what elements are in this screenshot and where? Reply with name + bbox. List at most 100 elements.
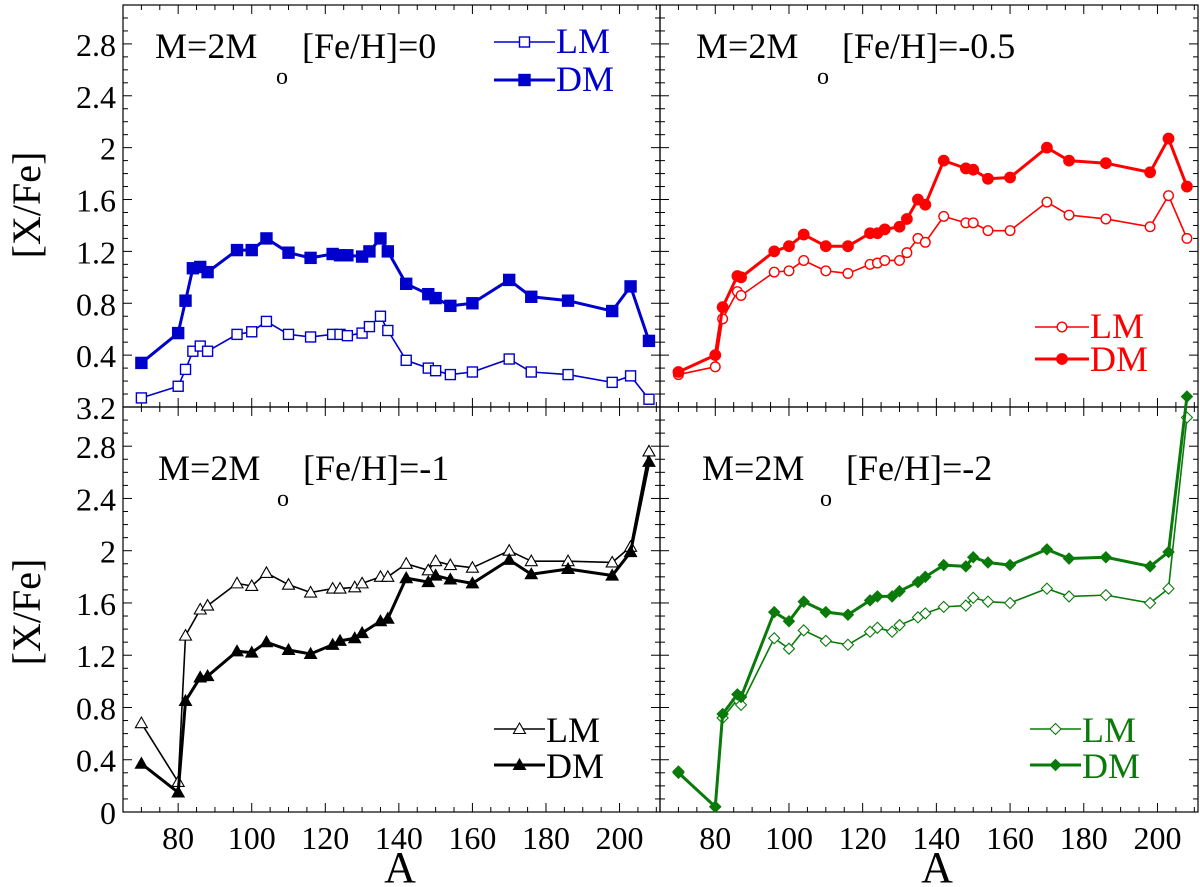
data-point bbox=[672, 366, 685, 378]
data-point bbox=[842, 240, 854, 253]
y-tick-label: 1.2 bbox=[76, 638, 116, 674]
data-point bbox=[201, 265, 214, 279]
data-point bbox=[885, 625, 899, 638]
data-point bbox=[363, 320, 376, 333]
data-point bbox=[171, 326, 185, 340]
data-point bbox=[967, 163, 980, 176]
y-tick-label: 2.8 bbox=[76, 27, 116, 63]
data-point bbox=[355, 625, 370, 639]
legend-label-dm-tr: DM bbox=[1090, 339, 1148, 379]
data-point bbox=[244, 578, 259, 592]
data-point bbox=[260, 315, 273, 328]
data-point bbox=[443, 572, 458, 585]
data-point bbox=[820, 265, 832, 277]
data-point bbox=[878, 223, 891, 236]
x-tick-label: 180 bbox=[1060, 820, 1108, 856]
data-point bbox=[900, 213, 913, 225]
data-point bbox=[562, 368, 574, 381]
data-point bbox=[244, 645, 259, 658]
data-point bbox=[893, 618, 906, 632]
y-axis-label-bottom: [X/Fe] bbox=[4, 559, 49, 666]
panel-title-br: M=2M bbox=[702, 448, 804, 488]
y-tick-label: 2.8 bbox=[76, 429, 116, 465]
data-point bbox=[561, 561, 575, 575]
data-point bbox=[400, 354, 412, 367]
data-point bbox=[937, 558, 951, 572]
panel-metallicity-bl: [Fe/H]=-1 bbox=[303, 448, 449, 488]
data-point bbox=[768, 266, 780, 278]
data-point bbox=[356, 327, 368, 339]
data-point bbox=[919, 607, 932, 620]
panel-title-bl: M=2M bbox=[158, 448, 260, 488]
data-point bbox=[1003, 558, 1017, 572]
series-lm-tr bbox=[672, 190, 1193, 381]
data-point bbox=[282, 246, 295, 259]
data-point bbox=[819, 605, 833, 619]
data-point bbox=[1099, 550, 1113, 564]
data-point bbox=[605, 568, 620, 581]
data-point bbox=[374, 310, 387, 322]
x-tick-label: 80 bbox=[162, 820, 194, 856]
data-point bbox=[911, 575, 925, 589]
data-point bbox=[179, 363, 192, 376]
y-tick-label: 1.6 bbox=[76, 183, 116, 219]
data-point bbox=[885, 590, 899, 603]
y-tick-label: 2.4 bbox=[76, 79, 116, 115]
data-point bbox=[937, 154, 950, 167]
data-point bbox=[893, 220, 906, 233]
data-point bbox=[134, 756, 149, 769]
x-tick-label: 160 bbox=[986, 820, 1034, 856]
legend-marker-lm bbox=[518, 36, 531, 48]
data-point bbox=[894, 254, 906, 266]
x-tick-label: 100 bbox=[228, 820, 276, 856]
data-point bbox=[178, 693, 193, 707]
data-point bbox=[466, 366, 479, 378]
data-point bbox=[230, 243, 244, 257]
data-point bbox=[981, 595, 995, 608]
data-point bbox=[901, 247, 913, 259]
data-point bbox=[400, 277, 413, 291]
data-point bbox=[783, 240, 795, 253]
y-tick-label: 0.4 bbox=[76, 743, 116, 779]
data-point bbox=[502, 552, 517, 565]
data-point bbox=[919, 570, 932, 584]
x-tick-label: 180 bbox=[522, 820, 570, 856]
data-point bbox=[842, 267, 854, 279]
data-point bbox=[399, 556, 414, 569]
data-point bbox=[246, 326, 258, 338]
data-point bbox=[783, 265, 795, 277]
panel-title-tr: M=2M bbox=[696, 26, 798, 66]
data-point bbox=[797, 228, 810, 241]
data-point bbox=[819, 240, 832, 253]
data-point bbox=[382, 324, 394, 337]
data-point bbox=[1040, 582, 1054, 595]
legend-marker-dm bbox=[1049, 758, 1062, 772]
legend-label-lm-tr: LM bbox=[1090, 306, 1144, 346]
data-point bbox=[1004, 225, 1016, 237]
y-tick-label: 3.2 bbox=[76, 390, 116, 426]
legend-marker-lm bbox=[512, 721, 527, 735]
plot-frame-br bbox=[659, 406, 1199, 813]
data-point bbox=[231, 328, 243, 341]
data-point bbox=[429, 291, 442, 305]
data-point bbox=[819, 634, 833, 648]
panel-top-right: M=2M o [Fe/H]=-0.5 LM DM bbox=[696, 26, 1148, 379]
data-point bbox=[966, 550, 980, 564]
data-point bbox=[1180, 390, 1194, 403]
x-tick-label: 200 bbox=[596, 820, 644, 856]
data-point bbox=[1003, 596, 1017, 610]
data-point bbox=[879, 254, 891, 266]
data-point bbox=[503, 353, 515, 365]
data-point bbox=[524, 554, 539, 567]
panel-title-sub-tl: o bbox=[276, 64, 288, 90]
panel-title-sub-tr: o bbox=[817, 64, 829, 90]
data-point bbox=[171, 785, 186, 798]
data-point bbox=[959, 560, 973, 573]
x-tick-label: 140 bbox=[912, 820, 960, 856]
data-point bbox=[245, 243, 258, 257]
data-point bbox=[1040, 543, 1054, 556]
data-point bbox=[429, 364, 442, 377]
data-point bbox=[1062, 590, 1076, 603]
panel-metallicity-tr: [Fe/H]=-0.5 bbox=[842, 26, 1015, 66]
